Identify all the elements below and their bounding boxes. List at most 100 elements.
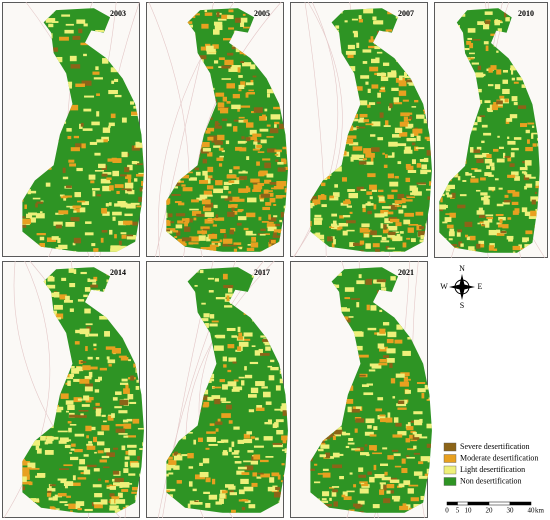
land-patch (231, 452, 239, 455)
land-patch (341, 431, 346, 436)
land-patch (486, 107, 493, 112)
land-patch (223, 284, 234, 289)
land-patch (52, 21, 59, 23)
land-patch (64, 504, 71, 506)
land-patch (262, 339, 269, 342)
land-patch (118, 355, 127, 358)
land-patch (527, 122, 535, 125)
land-patch (369, 184, 377, 190)
land-patch (207, 396, 214, 401)
land-patch (375, 248, 380, 252)
land-patch (63, 196, 67, 201)
land-patch (231, 388, 240, 392)
land-patch (253, 454, 261, 460)
land-patch (370, 305, 377, 311)
land-patch (488, 174, 494, 177)
land-patch (120, 232, 127, 235)
land-patch (216, 157, 223, 161)
land-patch (172, 186, 179, 189)
land-patch (502, 201, 510, 205)
land-patch (512, 251, 516, 253)
land-patch (426, 150, 431, 156)
land-patch (320, 500, 329, 503)
land-patch (394, 175, 399, 179)
land-patch (90, 284, 99, 288)
land-patch (84, 308, 91, 314)
land-patch (96, 139, 104, 143)
land-patch (220, 397, 227, 402)
land-patch (207, 127, 215, 132)
land-patch (235, 46, 240, 53)
land-patch (28, 212, 37, 216)
land-patch (107, 415, 114, 421)
land-patch (195, 171, 201, 176)
land-patch (212, 386, 222, 389)
land-patch (83, 294, 88, 298)
land-patch (102, 420, 107, 423)
year-label: 2007 (398, 9, 414, 18)
land-patch (252, 472, 258, 477)
land-patch (77, 507, 82, 511)
land-patch (214, 122, 220, 125)
land-patch (189, 236, 200, 242)
land-patch (203, 491, 210, 495)
land-patch (79, 123, 83, 129)
land-patch (276, 429, 284, 435)
land-patch (203, 190, 212, 197)
land-patch (257, 472, 264, 475)
land-patch (273, 229, 284, 233)
land-patch (79, 207, 86, 213)
land-patch (201, 302, 206, 305)
land-patch (513, 137, 522, 140)
land-patch (498, 146, 504, 149)
land-patch (245, 137, 251, 142)
land-patch (351, 18, 358, 21)
land-patch (341, 494, 346, 498)
land-patch (84, 508, 93, 512)
land-patch (199, 194, 208, 199)
land-patch (355, 406, 362, 410)
land-patch (377, 343, 385, 349)
land-patch (227, 344, 235, 349)
land-patch (109, 486, 116, 490)
land-patch (226, 295, 230, 301)
land-patch (269, 477, 275, 483)
land-patch (227, 211, 235, 217)
land-patch (242, 257, 246, 261)
land-patch (250, 460, 259, 465)
land-patch (201, 199, 211, 205)
land-patch (131, 491, 141, 494)
land-patch (471, 62, 479, 65)
land-patch (496, 229, 501, 235)
land-patch (226, 101, 231, 104)
land-patch (356, 86, 363, 91)
land-patch (362, 204, 366, 208)
land-patch (404, 212, 414, 217)
year-label: 2014 (110, 268, 126, 277)
land-patch (389, 181, 399, 187)
land-patch (216, 11, 220, 18)
land-patch (205, 447, 210, 450)
land-patch (228, 27, 235, 30)
land-patch (77, 477, 87, 480)
land-patch (363, 392, 374, 396)
land-patch (358, 15, 362, 20)
land-patch (222, 384, 228, 390)
legend-swatch (443, 465, 457, 475)
land-patch (232, 199, 239, 202)
land-patch (358, 19, 363, 23)
land-patch (46, 237, 57, 242)
land-patch (101, 414, 106, 417)
land-patch (100, 237, 104, 243)
land-patch (416, 135, 421, 141)
land-patch (371, 189, 378, 192)
land-patch (358, 100, 368, 106)
land-patch (413, 471, 423, 476)
land-patch (226, 174, 237, 179)
land-patch (532, 143, 537, 147)
land-patch (280, 480, 285, 483)
land-patch (264, 108, 268, 112)
land-patch (112, 470, 120, 475)
land-patch (327, 236, 333, 242)
land-patch (71, 368, 80, 374)
